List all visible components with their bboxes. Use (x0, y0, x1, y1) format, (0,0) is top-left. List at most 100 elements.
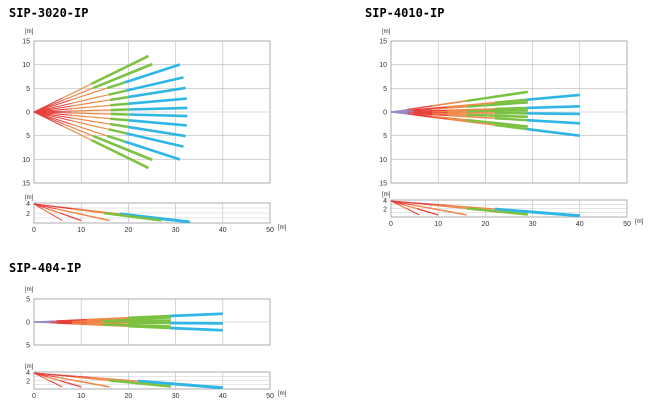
detection-beam (75, 379, 110, 388)
x-tick-label: 40 (219, 227, 227, 234)
unit-label: [m] (382, 192, 391, 198)
detection-beam (72, 322, 103, 326)
detection-beam (72, 112, 111, 115)
detection-beam (404, 204, 418, 210)
detection-beam (104, 145, 150, 170)
detection-beam (432, 112, 467, 116)
detection-beam (33, 203, 73, 210)
detection-beam (390, 200, 433, 206)
detection-beam (106, 81, 125, 90)
y-tick-label: 4 (26, 370, 30, 377)
detection-beam (128, 314, 170, 320)
detection-beam (447, 108, 495, 112)
detection-beam (106, 140, 153, 162)
x-tick-label: 10 (77, 393, 85, 400)
detection-beam (494, 207, 580, 218)
y-tick-label: 0 (26, 320, 30, 327)
x-tick-label: 50 (623, 221, 631, 228)
detection-beam (42, 376, 50, 382)
detection-beam (447, 118, 495, 126)
detection-beam (124, 140, 181, 161)
detection-beam (110, 102, 129, 107)
detection-beam (63, 87, 94, 101)
detection-beam (431, 100, 467, 107)
detection-beam (127, 125, 186, 138)
detection-beam (526, 118, 580, 125)
model-title-sip-3020-ip: SIP-3020-IP (9, 6, 89, 20)
detection-beam (109, 379, 172, 388)
detection-beam (390, 200, 400, 206)
detection-beam (63, 123, 94, 137)
detection-beam (71, 120, 109, 130)
y-tick-label: 15 (379, 181, 387, 188)
x-tick-label: 30 (529, 221, 537, 228)
detection-beam (128, 119, 187, 127)
y-tick-label: 5 (26, 343, 30, 350)
y-tick-label: 5 (26, 297, 30, 304)
detection-beam (413, 106, 448, 111)
detection-beam (47, 376, 61, 382)
detection-beam (447, 114, 495, 120)
detection-beam (466, 113, 490, 117)
detection-beam (70, 87, 108, 101)
detection-beam (406, 208, 420, 216)
model-title-sip-4010-ip: SIP-4010-IP (365, 6, 445, 20)
y-tick-label: 5 (383, 133, 387, 140)
detection-beam (431, 115, 467, 121)
detection-beam (49, 380, 63, 388)
detection-beam (33, 102, 72, 113)
detection-beam (62, 83, 92, 99)
detection-beam (102, 323, 133, 327)
y-tick-label: 10 (379, 157, 387, 164)
detection-beam (109, 95, 129, 102)
detection-beam (169, 326, 223, 332)
detection-beam (92, 81, 108, 90)
detection-beam (526, 93, 580, 102)
detection-beam (432, 207, 467, 216)
y-tick-label: 4 (383, 198, 387, 205)
x-tick-label: 10 (77, 227, 85, 234)
detection-beam (108, 89, 127, 96)
detection-beam (494, 117, 528, 122)
detection-beam (70, 123, 108, 137)
unit-label: [m] (25, 364, 34, 370)
y-tick-label: 10 (22, 157, 30, 164)
detection-beam (74, 376, 110, 382)
y-tick-label: 15 (379, 39, 387, 46)
detection-beam (128, 97, 187, 105)
detection-beam (132, 323, 171, 328)
detection-beam (494, 123, 528, 131)
x-tick-label: 30 (172, 393, 180, 400)
detection-beam (72, 109, 111, 112)
x-tick-label: 30 (172, 227, 180, 234)
y-tick-label: 5 (26, 133, 30, 140)
y-tick-label: 2 (26, 379, 30, 386)
detection-beam (71, 117, 110, 125)
unit-label: [m] (382, 29, 391, 35)
detection-beam (92, 134, 108, 143)
detection-beam (494, 106, 527, 111)
detection-beam (33, 372, 76, 378)
unit-label: [m] (25, 29, 34, 35)
detection-beam (33, 97, 63, 113)
detection-beam (75, 212, 110, 222)
sip-404-ip-diagram: 505[m]42[m]0 10 20 30 40 50 [m] (25, 287, 287, 400)
detection-beam (90, 376, 138, 382)
y-tick-label: 15 (22, 181, 30, 188)
detection-beam (33, 320, 57, 323)
detection-beam (126, 76, 184, 92)
detection-beam (407, 113, 433, 118)
detection-beam (526, 112, 580, 116)
detection-beam (106, 134, 125, 143)
detection-beam (59, 212, 82, 222)
detection-beam (447, 101, 495, 108)
detection-beam (47, 208, 61, 214)
detection-beam (90, 138, 106, 148)
detection-beam (90, 76, 106, 86)
detection-beam (390, 108, 408, 113)
x-tick-label: 40 (576, 221, 584, 228)
detection-beam (103, 211, 162, 222)
detection-beam (71, 94, 109, 104)
x-tick-label: 20 (125, 227, 133, 234)
